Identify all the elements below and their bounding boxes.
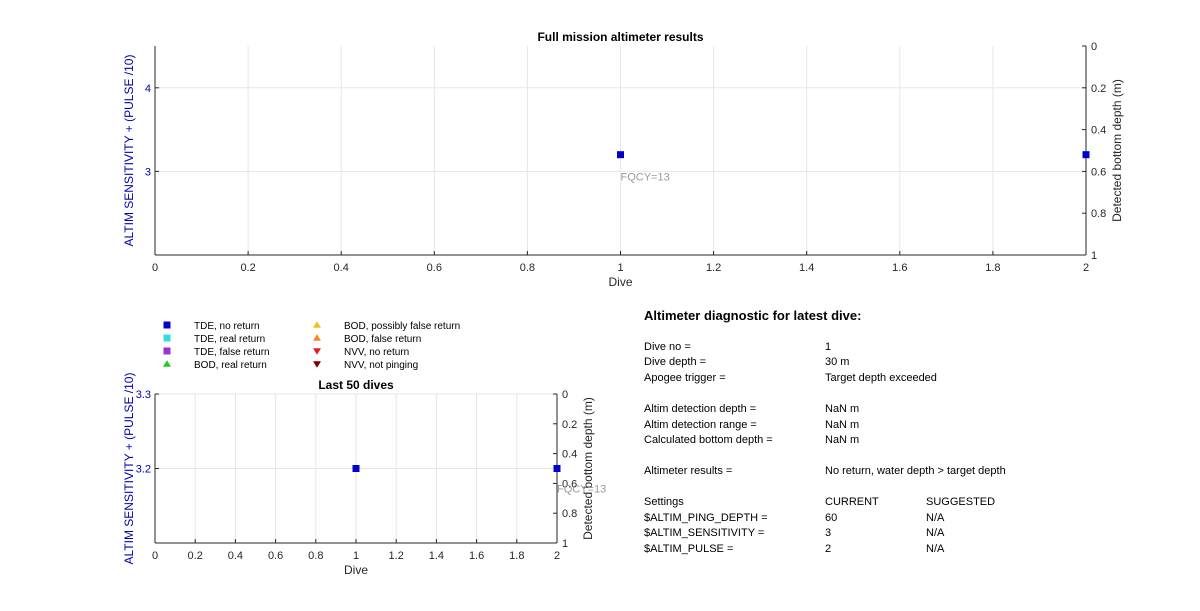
x-axis-label: Dive <box>608 275 632 289</box>
legend-label: BOD, real return <box>194 360 267 371</box>
dive-depth-value: 30 m <box>825 356 850 368</box>
chart-title: Full mission altimeter results <box>537 30 703 44</box>
setting-current: 3 <box>825 527 832 539</box>
x-tick-label: 2 <box>554 550 560 562</box>
y-right-tick-label: 0 <box>562 389 568 401</box>
y-right-tick-label: 0.4 <box>1091 125 1106 137</box>
x-tick-label: 0.8 <box>308 550 323 562</box>
data-point <box>1082 151 1090 159</box>
legend-marker <box>313 334 321 341</box>
legend-marker <box>313 361 321 368</box>
legend-label: BOD, false return <box>344 334 421 345</box>
x-tick-label: 0 <box>152 262 158 274</box>
y-left-tick-label: 4 <box>145 83 151 95</box>
x-tick-label: 1 <box>353 550 359 562</box>
legend-label: TDE, real return <box>194 334 265 345</box>
suggested-header: SUGGESTED <box>926 496 996 508</box>
setting-suggested: N/A <box>926 543 945 555</box>
apogee-trigger-label: Apogee trigger = <box>644 372 726 384</box>
x-tick-label: 1.6 <box>892 262 907 274</box>
altimeter-results-label: Altimeter results = <box>644 465 733 477</box>
altim-detection-range-label: Altim detection range = <box>644 419 757 431</box>
x-tick-label: 0.6 <box>427 262 442 274</box>
y-right-tick-label: 0.2 <box>562 419 577 431</box>
y-right-tick-label: 0.4 <box>562 449 577 461</box>
diagnostic-title: Altimeter diagnostic for latest dive: <box>644 308 862 323</box>
legend-label: NVV, no return <box>344 347 409 358</box>
setting-name: $ALTIM_SENSITIVITY = <box>644 527 765 539</box>
y-right-tick-label: 1 <box>562 538 568 550</box>
legend-marker <box>163 360 171 367</box>
x-tick-label: 0.4 <box>228 550 243 562</box>
legend-marker <box>313 321 321 328</box>
setting-suggested: N/A <box>926 512 945 524</box>
data-point <box>553 465 561 472</box>
x-tick-label: 0.6 <box>268 550 283 562</box>
chart-title: Last 50 dives <box>318 378 394 392</box>
altim-detection-depth-value: NaN m <box>825 403 860 415</box>
calculated-bottom-depth-label: Calculated bottom depth = <box>644 434 773 446</box>
y-right-axis-label: Detected bottom depth (m) <box>581 397 595 540</box>
x-axis-label: Dive <box>344 563 368 577</box>
apogee-trigger-value: Target depth exceeded <box>825 372 937 384</box>
x-tick-label: 2 <box>1083 262 1089 274</box>
x-tick-label: 0.2 <box>240 262 255 274</box>
y-left-axis-label: ALTIM SENSITIVITY + (PULSE /10) <box>122 373 136 565</box>
dive-depth-label: Dive depth = <box>644 356 707 368</box>
y-right-tick-label: 0.2 <box>1091 83 1106 95</box>
x-tick-label: 1 <box>617 262 623 274</box>
legend-label: TDE, false return <box>194 347 270 358</box>
x-tick-label: 1.2 <box>389 550 404 562</box>
x-tick-label: 0.8 <box>520 262 535 274</box>
y-right-tick-label: 0.8 <box>1091 208 1106 220</box>
y-left-tick-label: 3.2 <box>136 464 151 476</box>
legend-marker <box>163 321 171 329</box>
x-tick-label: 1.4 <box>429 550 444 562</box>
legend-marker <box>313 348 321 355</box>
y-right-tick-label: 0.8 <box>562 508 577 520</box>
settings-header: Settings <box>644 496 684 508</box>
setting-name: $ALTIM_PULSE = <box>644 543 734 555</box>
altim-detection-range-value: NaN m <box>825 419 860 431</box>
altimeter-results-value: No return, water depth > target depth <box>825 465 1006 477</box>
x-tick-label: 1.8 <box>509 550 524 562</box>
y-right-tick-label: 0.6 <box>562 478 577 490</box>
setting-name: $ALTIM_PING_DEPTH = <box>644 512 768 524</box>
x-tick-label: 0.4 <box>334 262 349 274</box>
current-header: CURRENT <box>825 496 879 508</box>
y-right-axis-label: Detected bottom depth (m) <box>1110 79 1124 222</box>
x-tick-label: 1.8 <box>985 262 1000 274</box>
calculated-bottom-depth-value: NaN m <box>825 434 860 446</box>
x-tick-label: 0.2 <box>188 550 203 562</box>
data-point <box>617 151 624 159</box>
legend-marker <box>163 347 171 355</box>
y-left-tick-label: 3.3 <box>136 389 151 401</box>
x-tick-label: 1.2 <box>706 262 721 274</box>
setting-current: 2 <box>825 543 832 555</box>
dive-no-label: Dive no = <box>644 341 691 353</box>
altim-detection-depth-label: Altim detection depth = <box>644 403 757 415</box>
y-left-tick-label: 3 <box>145 166 151 178</box>
setting-current: 60 <box>825 512 838 524</box>
legend-marker <box>163 334 171 342</box>
legend-label: TDE, no return <box>194 321 260 332</box>
data-point <box>352 465 360 472</box>
fqcy-annotation: FQCY=13 <box>621 172 670 184</box>
y-right-tick-label: 0.6 <box>1091 166 1106 178</box>
setting-suggested: N/A <box>926 527 945 539</box>
x-tick-label: 1.4 <box>799 262 814 274</box>
x-tick-label: 1.6 <box>469 550 484 562</box>
y-right-tick-label: 0 <box>1091 41 1097 53</box>
legend-label: NVV, not pinging <box>344 360 418 371</box>
x-tick-label: 0 <box>152 550 158 562</box>
fqcy-annotation: FQCY=13 <box>557 484 606 496</box>
y-right-tick-label: 1 <box>1091 250 1097 262</box>
legend-label: BOD, possibly false return <box>344 321 460 332</box>
dive-no-value: 1 <box>825 341 832 353</box>
y-left-axis-label: ALTIM SENSITIVITY + (PULSE /10) <box>122 55 136 247</box>
